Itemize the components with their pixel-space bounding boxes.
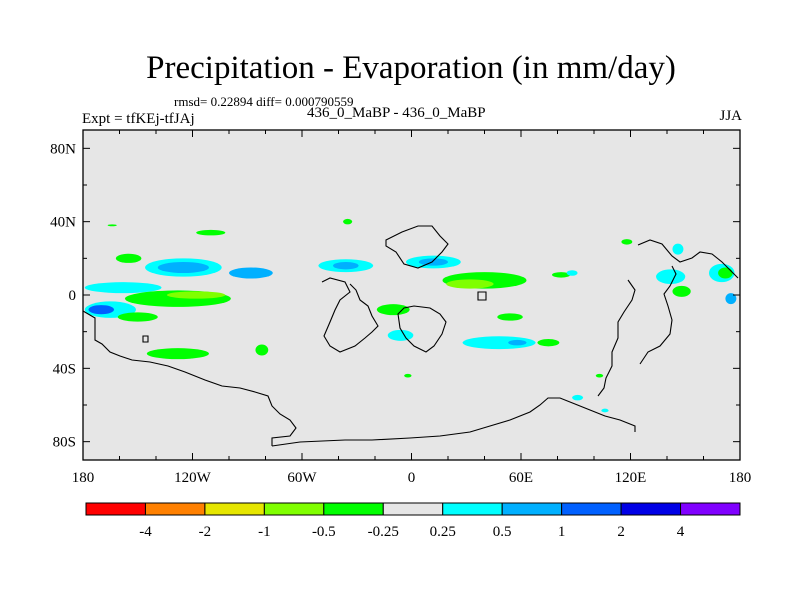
y-tick-label-2: 0 (69, 288, 77, 304)
coastline-layer (83, 225, 739, 447)
season-label: JJA (719, 108, 742, 124)
colorbar-label-7: 1 (558, 524, 566, 540)
colorbar-box-1 (144, 502, 206, 516)
coastline-0 (83, 310, 297, 446)
colorbar-box-3 (263, 502, 325, 516)
anomaly-patch-33 (725, 293, 737, 305)
anomaly-patch-8 (117, 312, 158, 322)
anomaly-patch-36 (404, 373, 412, 378)
coastline-9 (142, 335, 149, 343)
anomaly-patch-37 (572, 394, 584, 401)
colorbar-box-9 (620, 502, 682, 516)
coastline-1 (271, 397, 636, 447)
coastline-6 (597, 279, 636, 397)
coastline-3 (385, 225, 449, 269)
colorbar-label-3: -0.5 (312, 524, 336, 540)
y-tick-label-3: 40S (53, 361, 76, 377)
colorbar-box-2 (204, 502, 265, 516)
anomaly-patch-28 (672, 243, 684, 255)
coastline-8 (477, 291, 487, 301)
colorbar-label-4: -0.25 (368, 524, 399, 540)
colorbar-box-8 (561, 502, 622, 516)
anomaly-patch-20 (446, 279, 494, 289)
coastline-4 (397, 305, 447, 353)
colorbar-label-8: 2 (617, 524, 625, 540)
experiment-label: Expt = tfKEj-tfJAj (82, 111, 195, 127)
anomaly-patch-16 (387, 329, 414, 341)
anomaly-patch-38 (601, 408, 609, 413)
anomaly-patch-23 (508, 339, 527, 346)
colorbar-box-6 (442, 502, 503, 516)
anomaly-patch-24 (537, 339, 560, 347)
anomaly-patch-39 (595, 373, 604, 378)
anomaly-patch-21 (497, 313, 523, 321)
anomaly-patch-12 (115, 253, 142, 263)
colorbar-label-2: -1 (258, 524, 271, 540)
chart-title: Precipitation - Evaporation (in mm/day) (146, 50, 676, 86)
y-tick-label-1: 40N (50, 215, 76, 231)
x-tick-label-2: 60W (287, 470, 317, 486)
anomaly-patch-11 (196, 229, 226, 236)
x-tick-label-1: 120W (174, 470, 212, 486)
coastline-2 (321, 277, 379, 353)
anomaly-patch-26 (566, 270, 578, 276)
anomaly-patch-7 (88, 305, 115, 315)
colorbar-box-5 (382, 502, 444, 516)
anomaly-patch-34 (343, 218, 353, 225)
x-tick-label-4: 60E (509, 470, 533, 486)
anomaly-layer (84, 218, 737, 413)
x-tick-label-6: 180 (729, 470, 752, 486)
colorbar-box-0 (85, 502, 146, 516)
anomaly-patch-5 (166, 291, 226, 299)
anomaly-patch-27 (621, 239, 633, 245)
anomaly-patch-25 (552, 272, 571, 278)
x-tick-label-3: 0 (408, 470, 416, 486)
x-tick-label-0: 180 (72, 470, 95, 486)
anomaly-patch-35 (107, 224, 117, 227)
anomaly-patch-30 (672, 285, 691, 297)
anomaly-patch-32 (718, 267, 733, 279)
anomaly-patch-3 (229, 267, 273, 279)
coastline-7 (639, 265, 677, 365)
colorbar-box-7 (501, 502, 563, 516)
anomaly-patch-14 (333, 262, 359, 270)
colorbar-box-4 (323, 502, 384, 516)
y-tick-label-4: 80S (53, 435, 76, 451)
anomaly-patch-0 (84, 282, 162, 294)
colorbar-label-9: 4 (677, 524, 685, 540)
coastline-5 (637, 239, 739, 279)
colorbar-label-0: -4 (139, 524, 152, 540)
colorbar-box-10 (680, 502, 741, 516)
anomaly-patch-10 (255, 344, 269, 356)
x-tick-label-5: 120E (615, 470, 647, 486)
anomaly-patch-9 (146, 348, 209, 360)
anomaly-patch-29 (656, 269, 686, 284)
colorbar-label-6: 0.5 (493, 524, 512, 540)
runs-label: 436_0_MaBP - 436_0_MaBP (307, 105, 486, 121)
anomaly-patch-2 (157, 262, 209, 273)
stats-text: rmsd= 0.22894 diff= 0.000790559 (174, 94, 354, 109)
y-tick-label-0: 80N (50, 141, 76, 157)
anomaly-patch-15 (376, 304, 410, 316)
colorbar-label-1: -2 (199, 524, 212, 540)
colorbar-label-5: 0.25 (430, 524, 456, 540)
anomaly-patch-18 (418, 258, 448, 266)
anomaly-patch-22 (462, 336, 536, 350)
